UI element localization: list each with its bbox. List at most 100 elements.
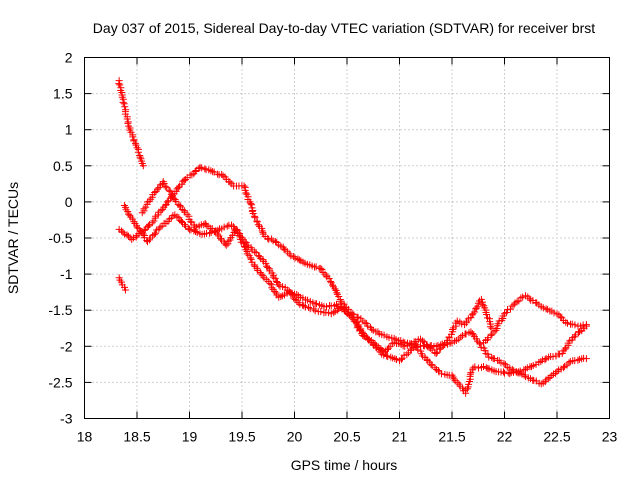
data-point-marker <box>120 202 128 210</box>
data-point-marker <box>258 227 266 235</box>
y-tick-label: -1 <box>60 266 73 282</box>
data-point-marker <box>352 319 360 327</box>
data-point-marker <box>150 231 158 239</box>
data-point-marker <box>550 309 558 317</box>
data-point-marker <box>380 331 388 339</box>
data-point-marker <box>131 139 139 147</box>
data-point-marker <box>414 346 422 354</box>
y-tick-label: 1 <box>65 122 73 138</box>
data-point-marker <box>527 363 535 371</box>
data-point-marker <box>436 345 444 353</box>
data-point-marker <box>506 370 514 378</box>
data-point-marker <box>330 309 338 317</box>
data-point-marker <box>301 303 309 311</box>
data-point-marker <box>548 371 556 379</box>
data-point-marker <box>176 202 184 210</box>
data-point-marker <box>305 304 313 312</box>
data-point-marker <box>582 321 590 329</box>
data-point-marker <box>469 310 477 318</box>
data-point-marker <box>157 207 165 215</box>
data-point-marker <box>143 198 151 206</box>
data-point-marker <box>171 196 179 204</box>
data-point-marker <box>562 318 570 326</box>
data-point-marker <box>220 223 228 231</box>
data-point-marker <box>310 305 318 313</box>
data-point-marker <box>122 206 130 214</box>
data-point-marker <box>507 305 515 313</box>
x-tick-label: 22.5 <box>543 429 570 445</box>
data-point-marker <box>269 273 277 281</box>
data-point-marker <box>271 288 279 296</box>
data-point-marker <box>384 352 392 360</box>
data-point-marker <box>196 163 204 171</box>
data-point-marker <box>520 366 528 374</box>
data-point-marker <box>121 286 129 294</box>
data-point-marker <box>259 256 267 264</box>
data-point-marker <box>457 333 465 341</box>
data-point-marker <box>169 191 177 199</box>
data-point-marker <box>267 235 275 243</box>
data-point-marker <box>380 348 388 356</box>
data-point-marker <box>426 344 434 352</box>
data-point-marker <box>323 303 331 311</box>
data-point-marker <box>397 355 405 363</box>
y-tick-label: 1.5 <box>53 86 73 102</box>
data-point-marker <box>268 284 276 292</box>
data-point-marker <box>497 359 505 367</box>
data-point-marker <box>251 214 259 222</box>
data-point-marker <box>226 178 234 186</box>
data-point-marker <box>502 309 510 317</box>
data-point-marker <box>115 80 123 88</box>
data-point-marker <box>264 234 272 242</box>
series-track-e <box>138 178 496 358</box>
data-point-marker <box>552 369 560 377</box>
data-point-marker <box>294 255 302 263</box>
data-point-marker <box>508 365 516 373</box>
x-tick-label: 22 <box>497 429 513 445</box>
data-point-marker <box>119 228 127 236</box>
series-track-f <box>480 292 590 347</box>
data-point-marker <box>163 198 171 206</box>
data-point-marker <box>553 368 561 376</box>
data-point-marker <box>120 100 128 108</box>
data-point-marker <box>271 274 279 282</box>
data-point-marker <box>234 229 242 237</box>
data-point-marker <box>240 182 248 190</box>
data-point-marker <box>516 367 524 375</box>
data-point-marker <box>242 189 250 197</box>
data-point-marker <box>209 168 217 176</box>
data-point-marker <box>565 359 573 367</box>
series-track-a <box>115 77 147 170</box>
data-point-marker <box>266 279 274 287</box>
data-point-marker <box>329 281 337 289</box>
data-point-marker <box>331 285 339 293</box>
data-point-marker <box>571 333 579 341</box>
data-point-marker <box>541 356 549 364</box>
data-point-marker <box>541 378 549 386</box>
data-point-marker <box>422 341 430 349</box>
data-point-marker <box>173 213 181 221</box>
data-point-marker <box>311 307 319 315</box>
data-point-marker <box>484 350 492 358</box>
data-point-marker <box>471 308 479 316</box>
data-point-marker <box>277 293 285 301</box>
data-point-marker <box>151 189 159 197</box>
x-tick-label: 18.5 <box>123 429 150 445</box>
data-point-marker <box>118 227 126 235</box>
data-point-marker <box>144 222 152 230</box>
series-track-b <box>115 274 129 294</box>
y-tick-label: -2 <box>60 338 73 354</box>
data-point-marker <box>160 180 168 188</box>
data-point-marker <box>181 175 189 183</box>
data-point-marker <box>180 207 188 215</box>
data-point-marker <box>251 248 259 256</box>
x-tick-label: 20 <box>287 429 303 445</box>
data-point-marker <box>217 234 225 242</box>
data-point-marker <box>240 242 248 250</box>
data-point-marker <box>427 360 435 368</box>
data-point-marker <box>224 237 232 245</box>
x-tick-label: 19.5 <box>228 429 255 445</box>
data-point-marker <box>186 225 193 233</box>
data-point-marker <box>466 370 474 378</box>
